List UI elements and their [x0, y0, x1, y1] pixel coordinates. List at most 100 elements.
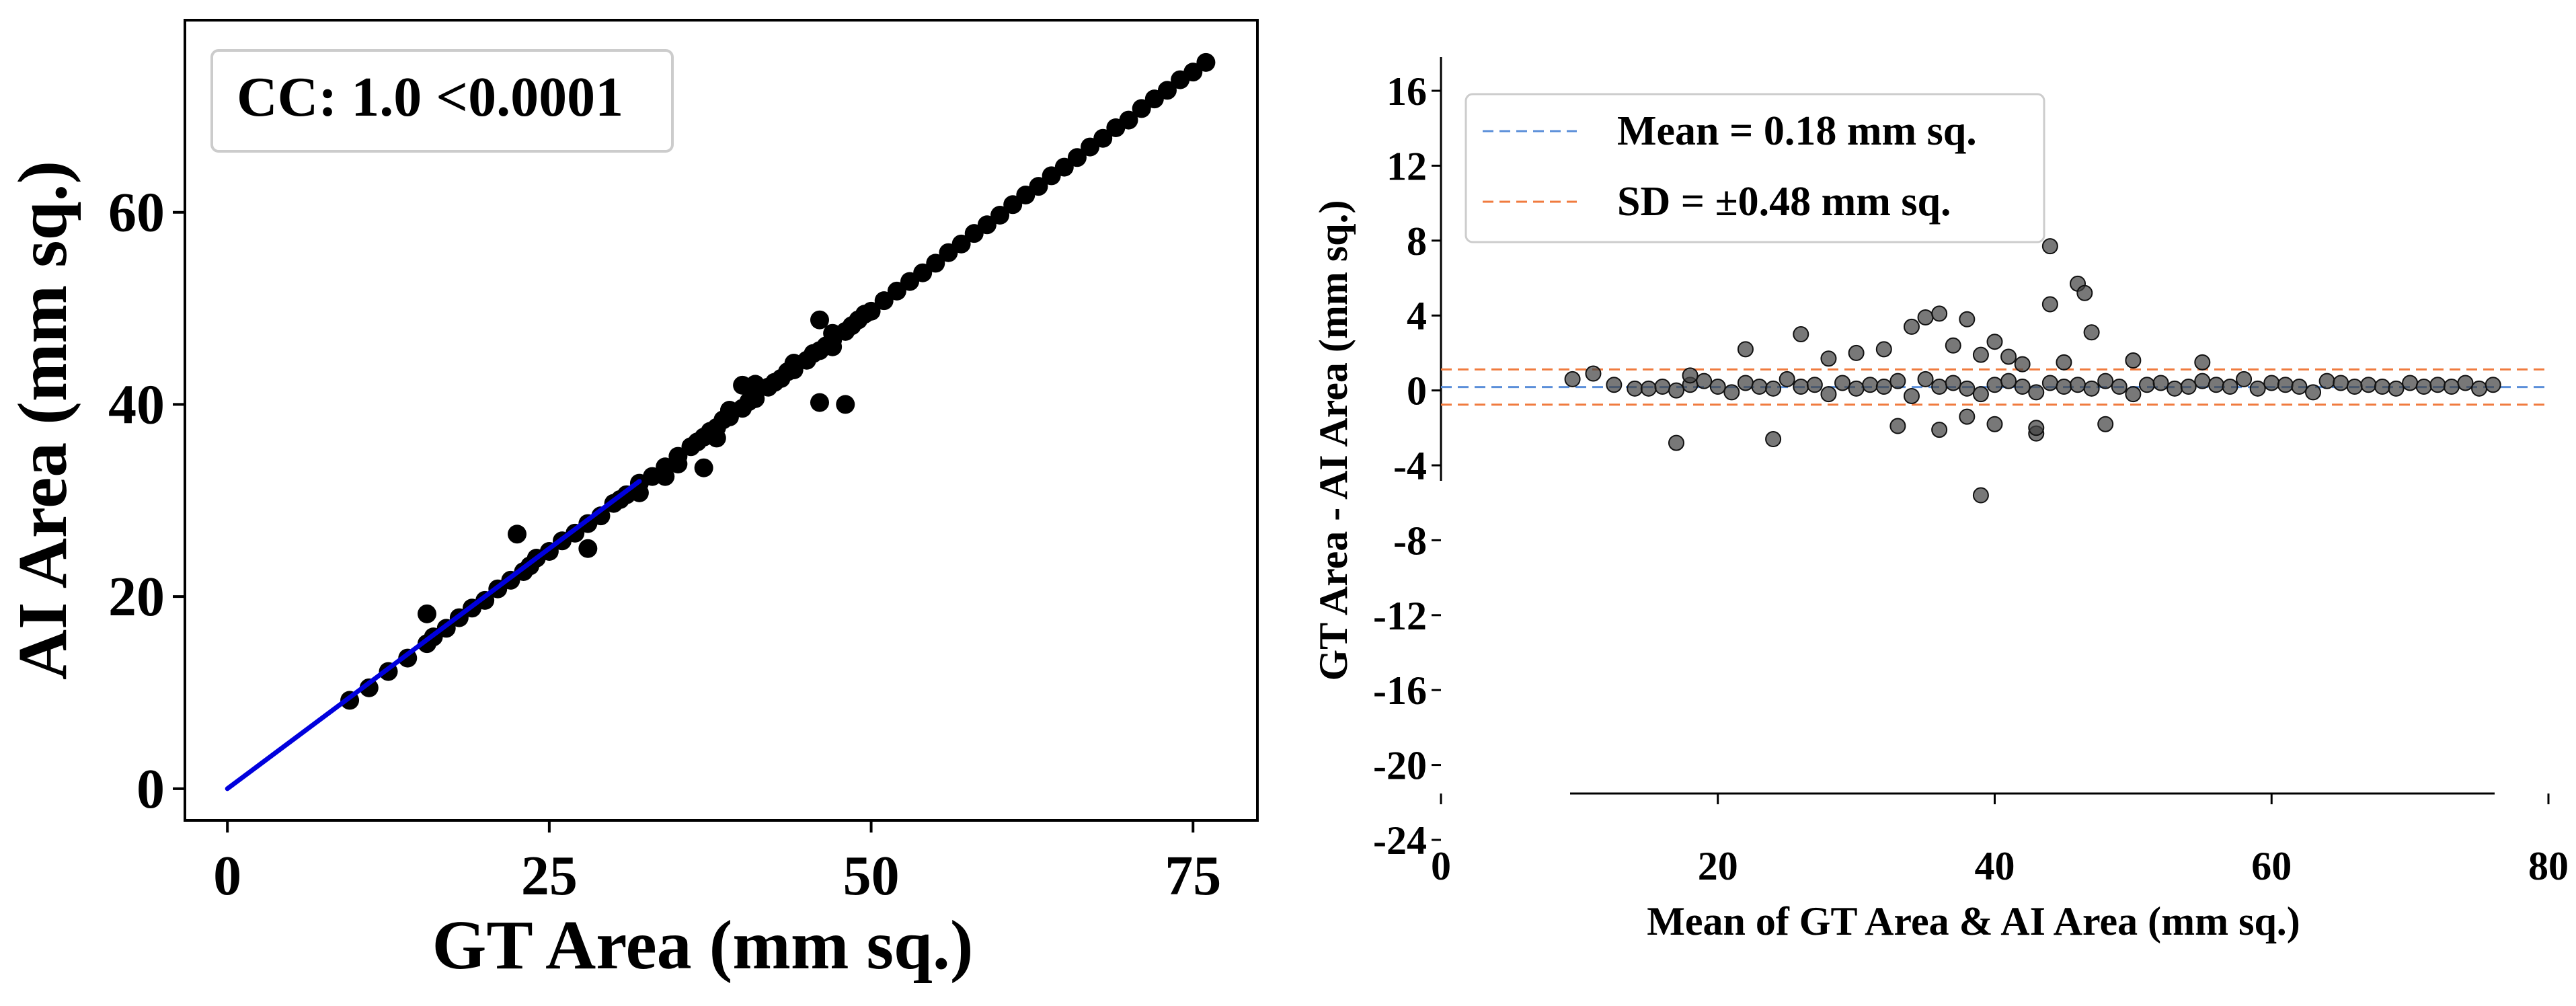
y-tick-label: 4: [1407, 294, 1427, 338]
x-tick-label: 0: [213, 845, 241, 907]
data-point: [1654, 379, 1671, 395]
legend-sd-label: SD = ±0.48 mm sq.: [1617, 179, 1951, 225]
data-point: [1986, 416, 2003, 432]
data-point: [2277, 377, 2294, 393]
x-tick-label: 75: [1165, 845, 1221, 907]
x-tick-label: 80: [2528, 844, 2569, 888]
data-point: [2125, 386, 2142, 403]
data-point: [417, 604, 436, 623]
data-point: [2429, 377, 2446, 393]
data-point: [1606, 377, 1623, 393]
data-point: [2457, 375, 2474, 391]
y-tick-label: -20: [1373, 744, 1427, 788]
y-tick-label: 60: [108, 182, 165, 244]
data-point: [836, 395, 855, 414]
correlation-plot: 0 25 50 75 0 20 40 60 CC: 1.0 <0.0001 GT Area …: [4, 19, 1259, 984]
data-point: [1972, 487, 1989, 504]
data-point: [2333, 375, 2349, 391]
data-point: [2152, 375, 2169, 391]
data-point: [1003, 195, 1023, 215]
data-point: [1029, 177, 1048, 196]
x-tick-label: 0: [1431, 844, 1451, 888]
data-point: [1945, 337, 1961, 354]
data-point: [1848, 380, 1865, 397]
data-point: [1765, 431, 1782, 448]
data-point: [2000, 348, 2017, 365]
data-point: [1889, 373, 1906, 389]
data-point: [2471, 380, 2488, 397]
data-point: [1696, 373, 1713, 389]
data-point: [2111, 379, 2128, 395]
data-point: [1945, 375, 1961, 391]
legend-box: [1465, 93, 2045, 243]
data-point: [1723, 384, 1740, 401]
data-point: [1067, 148, 1087, 167]
data-point: [810, 393, 829, 412]
y-tick-label: 0: [1407, 369, 1427, 414]
x-tick-label: 25: [521, 845, 578, 907]
data-point: [2194, 373, 2211, 389]
scatter-points: [340, 52, 1216, 710]
x-tick-label: 60: [2251, 844, 2292, 888]
data-point: [733, 375, 752, 395]
data-point: [784, 355, 804, 375]
y-axis-label: AI Area (mm sq.): [4, 161, 81, 680]
data-point: [1931, 379, 1948, 395]
y-tick-label: -24: [1373, 818, 1427, 863]
data-point: [1972, 346, 1989, 363]
data-point: [2415, 379, 2432, 395]
data-point: [2028, 384, 2045, 401]
data-point: [2360, 377, 2377, 393]
data-point: [2070, 377, 2086, 393]
data-point: [1183, 63, 1203, 82]
data-point: [1585, 365, 1602, 382]
y-tick-label: 20: [108, 566, 165, 628]
data-point: [2485, 377, 2501, 393]
data-point: [1917, 309, 1934, 325]
data-point: [951, 234, 971, 254]
annotation-box: [210, 49, 674, 153]
data-point: [2305, 384, 2322, 401]
data-point: [1793, 326, 1809, 343]
data-point: [1959, 380, 1976, 397]
data-point: [2083, 380, 2100, 397]
data-point: [2083, 324, 2100, 341]
y-tick-label: -8: [1393, 518, 1427, 563]
data-point: [1119, 110, 1138, 130]
data-point: [2208, 377, 2224, 393]
data-point: [1157, 81, 1177, 100]
y-tick-label: -4: [1393, 444, 1427, 488]
data-point: [887, 281, 906, 301]
data-point: [2346, 379, 2363, 395]
data-point: [1986, 334, 2003, 350]
y-tick-label: 16: [1387, 69, 1427, 114]
data-point: [1903, 387, 1920, 404]
data-point: [1972, 386, 1989, 403]
data-point: [1986, 377, 2003, 393]
y-axis-ticks: 16 12 8 4 0 -4 -8 -12 -16 -20 -24: [1373, 69, 1441, 863]
data-point: [1709, 379, 1726, 395]
data-point: [2097, 416, 2114, 432]
data-point: [1668, 434, 1684, 451]
plot-frame: [184, 19, 1259, 822]
data-point: [1093, 128, 1113, 148]
data-point: [2076, 284, 2093, 301]
y-tick-label: 40: [108, 373, 165, 436]
data-point: [1737, 375, 1754, 391]
data-point: [1875, 379, 1892, 395]
data-point: [643, 467, 662, 486]
data-point: [1959, 311, 1976, 327]
data-point: [656, 467, 675, 486]
data-point: [1682, 367, 1699, 384]
data-point: [990, 206, 1010, 225]
legend: Mean = 0.18 mm sq. SD = ±0.48 mm sq.: [1465, 93, 2045, 243]
data-point: [1959, 408, 1976, 425]
y-tick-label: 8: [1407, 219, 1427, 264]
data-point: [2402, 375, 2419, 391]
data-point: [874, 291, 894, 311]
data-point: [2167, 380, 2183, 397]
data-point: [1931, 305, 1948, 322]
data-point: [913, 263, 933, 282]
